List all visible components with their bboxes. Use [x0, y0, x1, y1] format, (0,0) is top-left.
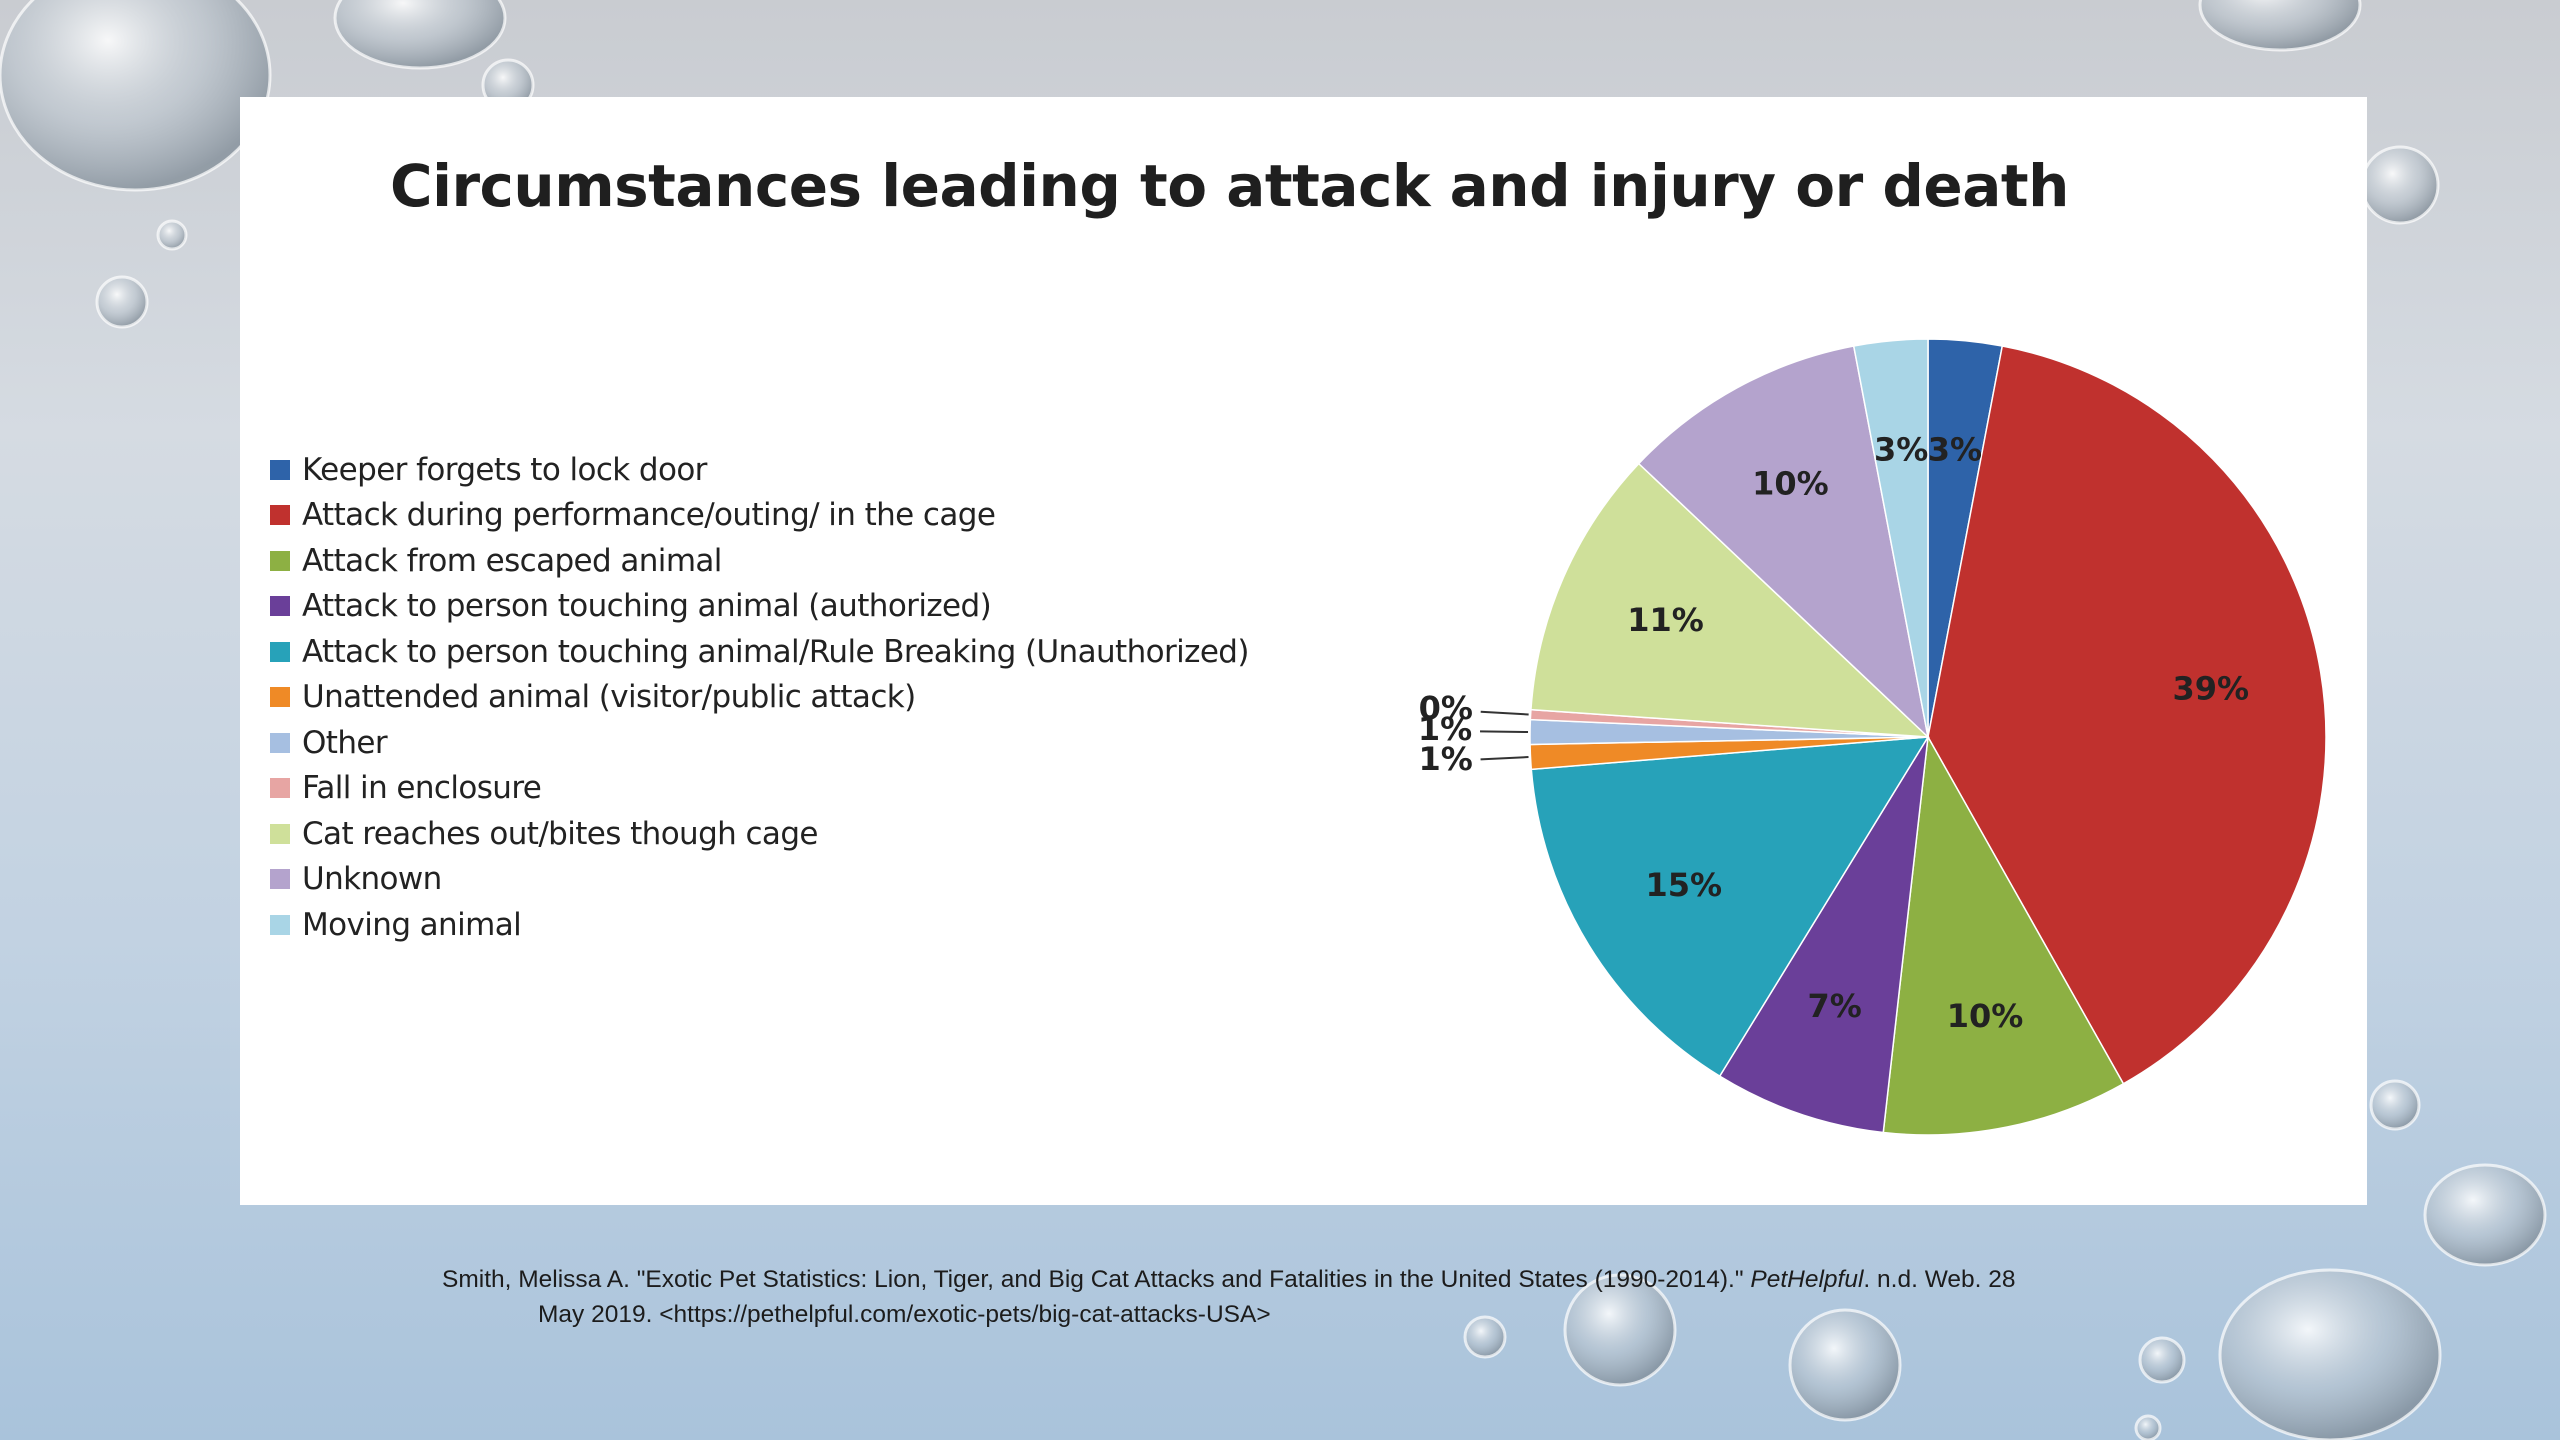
pie-slice-unknown [1637, 345, 1930, 740]
chart-title: Circumstances leading to attack and inju… [390, 152, 2069, 220]
legend-swatch [270, 687, 290, 708]
water-droplet [333, 0, 507, 70]
citation: Smith, Melissa A. "Exotic Pet Statistics… [442, 1262, 2162, 1332]
legend-swatch [270, 596, 290, 617]
legend-swatch [270, 505, 290, 526]
legend-label: Moving animal [302, 906, 522, 943]
legend-item: Keeper forgets to lock door [270, 447, 1249, 493]
legend-label: Unattended animal (visitor/public attack… [302, 679, 916, 716]
slice-labels: 3%39%10%7%15%1%1%0%11%10%3% [1418, 431, 2249, 1035]
legend-label: Unknown [302, 861, 442, 898]
pie-slice-cat-reaches-out-bites-though-cage [1530, 462, 1931, 738]
legend-label: Attack during performance/outing/ in the… [302, 497, 996, 534]
legend-item: Attack to person touching animal (author… [270, 584, 1249, 630]
chart-panel: 3% 39% 10% 7% 15% 1% 1% 0% 11% 10% 3% Circumstance… [240, 97, 2367, 1205]
legend-swatch [270, 641, 290, 662]
legend-label: Attack to person touching animal/Rule Br… [302, 633, 1249, 670]
pie-slice-moving-animal [1852, 338, 1929, 738]
slice-value-label: 1% [1418, 710, 1472, 748]
leader-line [1480, 756, 1529, 761]
slice-value-label: 11% [1627, 601, 1704, 639]
slice-value-label: 39% [2172, 670, 2249, 708]
water-droplet [156, 219, 188, 251]
legend-swatch [270, 914, 290, 935]
legend-item: Cat reaches out/bites though cage [270, 811, 1249, 857]
citation-text: Smith, Melissa A. "Exotic Pet Statistics… [442, 1266, 1751, 1293]
legend-swatch [270, 459, 290, 480]
slice-value-label: 3% [1928, 431, 1982, 469]
legend-swatch [270, 869, 290, 890]
legend-label: Cat reaches out/bites though cage [302, 815, 818, 852]
pie-slice-attack-from-escaped-animal [1882, 734, 2125, 1136]
legend-item: Unknown [270, 857, 1249, 903]
legend-label: Fall in enclosure [302, 770, 542, 807]
water-droplet [2134, 1414, 2162, 1440]
water-droplet [2198, 0, 2362, 52]
slice-value-label: 7% [1808, 987, 1862, 1025]
legend-swatch [270, 778, 290, 799]
slice-value-label: 0% [1419, 689, 1473, 727]
pie-slice-attack-during-performance-outing-in-the-cage [1927, 345, 2327, 1085]
water-droplet [0, 0, 272, 192]
legend-label: Attack from escaped animal [302, 542, 722, 579]
legend-swatch [270, 823, 290, 844]
pie-slices [1529, 338, 2327, 1136]
legend-swatch [270, 732, 290, 753]
leader-line [1480, 730, 1529, 733]
legend-item: Moving animal [270, 902, 1249, 948]
legend-item: Attack from escaped animal [270, 538, 1249, 584]
slice-value-label: 10% [1752, 465, 1829, 503]
slice-value-label: 15% [1646, 866, 1723, 904]
legend-label: Keeper forgets to lock door [302, 451, 707, 488]
water-droplet [95, 275, 149, 329]
pie-slice-attack-to-person-touching-animal-authorized [1718, 736, 1929, 1134]
citation-url-line: May 2019. <https://pethelpful.com/exotic… [538, 1301, 1271, 1328]
legend-item: Attack during performance/outing/ in the… [270, 493, 1249, 539]
citation-source: PetHelpful [1750, 1266, 1864, 1293]
leader-lines [1480, 710, 1529, 761]
slice-value-label: 1% [1418, 740, 1472, 778]
water-droplet [2218, 1268, 2442, 1440]
pie-slice-attack-to-person-touching-animal-rule-breaking-unauthorized [1530, 736, 1930, 1078]
legend-item: Other [270, 720, 1249, 766]
legend-swatch [270, 550, 290, 571]
water-droplet [2423, 1163, 2547, 1267]
water-droplet [1563, 1273, 1677, 1387]
legend-item: Unattended animal (visitor/public attack… [270, 675, 1249, 721]
water-droplet [1788, 1308, 1902, 1422]
citation-text-end: . n.d. Web. 28 [1863, 1266, 2016, 1293]
legend-label: Other [302, 724, 388, 761]
slice-value-label: 10% [1947, 997, 2024, 1035]
legend-item: Fall in enclosure [270, 766, 1249, 812]
water-droplet [2138, 1336, 2186, 1384]
leader-line [1480, 710, 1529, 716]
legend: Keeper forgets to lock door Attack during… [270, 447, 1249, 948]
slice-value-label: 3% [1874, 431, 1928, 469]
legend-label: Attack to person touching animal (author… [302, 588, 992, 625]
legend-item: Attack to person touching animal/Rule Br… [270, 629, 1249, 675]
pie-chart: 3%39%10%7%15%1%1%0%11%10%3% [1418, 338, 2327, 1136]
water-droplet [2369, 1079, 2421, 1131]
water-droplet [2360, 145, 2440, 225]
water-droplet [1463, 1315, 1507, 1359]
